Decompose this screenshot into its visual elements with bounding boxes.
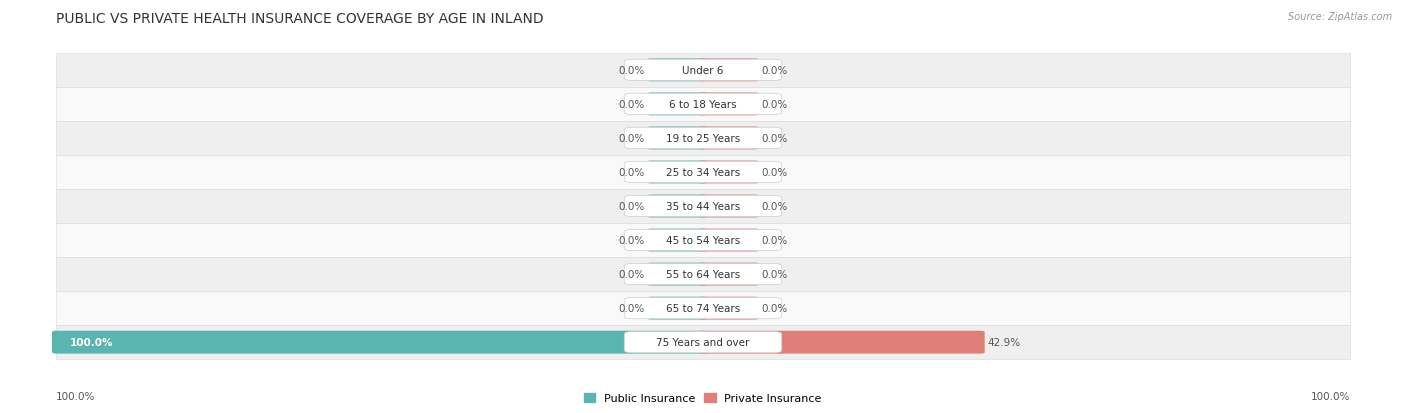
Text: 55 to 64 Years: 55 to 64 Years	[666, 269, 740, 280]
Text: Under 6: Under 6	[682, 66, 724, 76]
FancyBboxPatch shape	[647, 161, 707, 184]
Bar	[56, 121, 1350, 156]
FancyBboxPatch shape	[52, 331, 707, 354]
FancyBboxPatch shape	[647, 297, 707, 320]
Text: 0.0%: 0.0%	[619, 304, 644, 313]
Legend: Public Insurance, Private Insurance: Public Insurance, Private Insurance	[583, 393, 823, 404]
FancyBboxPatch shape	[647, 59, 707, 82]
Text: 0.0%: 0.0%	[762, 133, 787, 144]
Text: 100.0%: 100.0%	[1310, 392, 1350, 401]
Text: 65 to 74 Years: 65 to 74 Years	[666, 304, 740, 313]
Text: Source: ZipAtlas.com: Source: ZipAtlas.com	[1288, 12, 1392, 22]
Text: 75 Years and over: 75 Years and over	[657, 337, 749, 347]
Text: 0.0%: 0.0%	[762, 100, 787, 109]
FancyBboxPatch shape	[699, 331, 984, 354]
FancyBboxPatch shape	[647, 263, 707, 286]
Text: 0.0%: 0.0%	[619, 168, 644, 178]
Bar	[56, 325, 1350, 359]
FancyBboxPatch shape	[624, 162, 782, 183]
FancyBboxPatch shape	[699, 195, 759, 218]
Text: 0.0%: 0.0%	[762, 235, 787, 245]
FancyBboxPatch shape	[624, 94, 782, 115]
FancyBboxPatch shape	[647, 229, 707, 252]
Text: 35 to 44 Years: 35 to 44 Years	[666, 202, 740, 211]
FancyBboxPatch shape	[624, 196, 782, 217]
FancyBboxPatch shape	[624, 298, 782, 319]
Bar	[56, 292, 1350, 325]
Text: 100.0%: 100.0%	[70, 337, 114, 347]
FancyBboxPatch shape	[699, 263, 759, 286]
Text: 0.0%: 0.0%	[762, 304, 787, 313]
Text: 0.0%: 0.0%	[619, 66, 644, 76]
Text: 45 to 54 Years: 45 to 54 Years	[666, 235, 740, 245]
Bar	[56, 54, 1350, 88]
Text: PUBLIC VS PRIVATE HEALTH INSURANCE COVERAGE BY AGE IN INLAND: PUBLIC VS PRIVATE HEALTH INSURANCE COVER…	[56, 12, 544, 26]
FancyBboxPatch shape	[699, 297, 759, 320]
Bar	[56, 223, 1350, 257]
Text: 0.0%: 0.0%	[762, 202, 787, 211]
Text: 25 to 34 Years: 25 to 34 Years	[666, 168, 740, 178]
Bar	[56, 88, 1350, 121]
FancyBboxPatch shape	[699, 93, 759, 116]
Text: 0.0%: 0.0%	[762, 168, 787, 178]
Bar	[56, 156, 1350, 190]
FancyBboxPatch shape	[624, 264, 782, 285]
Text: 0.0%: 0.0%	[619, 269, 644, 280]
Text: 0.0%: 0.0%	[619, 100, 644, 109]
Bar	[56, 190, 1350, 223]
Text: 6 to 18 Years: 6 to 18 Years	[669, 100, 737, 109]
FancyBboxPatch shape	[699, 161, 759, 184]
FancyBboxPatch shape	[647, 195, 707, 218]
Text: 0.0%: 0.0%	[762, 269, 787, 280]
Text: 0.0%: 0.0%	[619, 202, 644, 211]
Text: 0.0%: 0.0%	[619, 235, 644, 245]
Text: 19 to 25 Years: 19 to 25 Years	[666, 133, 740, 144]
Text: 100.0%: 100.0%	[56, 392, 96, 401]
Text: 0.0%: 0.0%	[762, 66, 787, 76]
FancyBboxPatch shape	[699, 59, 759, 82]
FancyBboxPatch shape	[624, 128, 782, 149]
FancyBboxPatch shape	[647, 93, 707, 116]
Text: 42.9%: 42.9%	[987, 337, 1021, 347]
FancyBboxPatch shape	[647, 127, 707, 150]
FancyBboxPatch shape	[624, 60, 782, 81]
Bar	[56, 257, 1350, 292]
Text: 0.0%: 0.0%	[619, 133, 644, 144]
FancyBboxPatch shape	[624, 332, 782, 353]
FancyBboxPatch shape	[699, 229, 759, 252]
FancyBboxPatch shape	[699, 127, 759, 150]
FancyBboxPatch shape	[624, 230, 782, 251]
